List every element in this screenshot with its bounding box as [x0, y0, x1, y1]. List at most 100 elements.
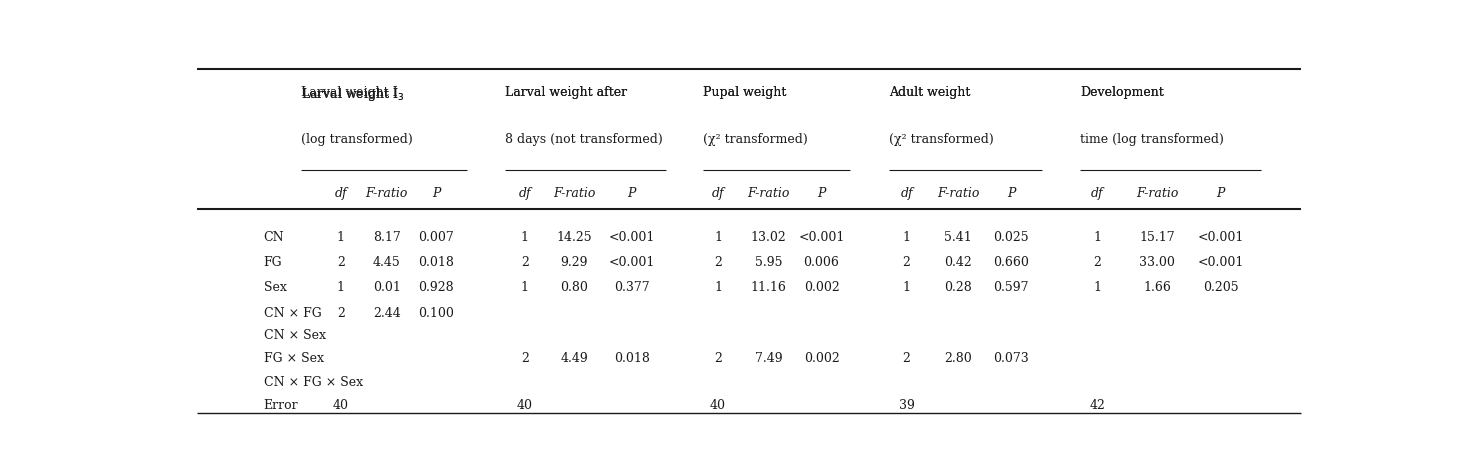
Text: 1: 1 [714, 281, 723, 294]
Text: Adult weight: Adult weight [889, 86, 971, 98]
Text: P: P [432, 187, 441, 200]
Text: 0.018: 0.018 [614, 352, 650, 365]
Text: Larval weight after: Larval weight after [505, 86, 628, 98]
Text: 0.073: 0.073 [993, 352, 1028, 365]
Text: 2: 2 [902, 352, 911, 365]
Text: 1: 1 [714, 231, 723, 244]
Text: 1: 1 [521, 281, 528, 294]
Text: df: df [901, 187, 913, 200]
Text: 33.00: 33.00 [1140, 256, 1175, 269]
Text: 0.597: 0.597 [993, 281, 1028, 294]
Text: 2: 2 [521, 352, 528, 365]
Text: P: P [1008, 187, 1015, 200]
Text: FG × Sex: FG × Sex [264, 352, 324, 365]
Text: P: P [818, 187, 825, 200]
Text: 1: 1 [902, 281, 911, 294]
Text: Development: Development [1080, 86, 1163, 98]
Text: F-ratio: F-ratio [554, 187, 595, 200]
Text: Pupal weight: Pupal weight [703, 86, 787, 98]
Text: <0.001: <0.001 [1198, 256, 1244, 269]
Text: Development: Development [1080, 86, 1163, 98]
Text: 40: 40 [516, 399, 533, 412]
Text: 2: 2 [337, 256, 344, 269]
Text: 0.660: 0.660 [993, 256, 1030, 269]
Text: Larval weight I$_{3}$: Larval weight I$_{3}$ [300, 86, 404, 103]
Text: 1: 1 [337, 231, 344, 244]
Text: F-ratio: F-ratio [748, 187, 789, 200]
Text: F-ratio: F-ratio [938, 187, 979, 200]
Text: (log transformed): (log transformed) [300, 133, 413, 146]
Text: 2: 2 [714, 256, 721, 269]
Text: df: df [1091, 187, 1104, 200]
Text: 39: 39 [899, 399, 914, 412]
Text: CN: CN [264, 231, 285, 244]
Text: 9.29: 9.29 [561, 256, 588, 269]
Text: 1: 1 [1094, 231, 1101, 244]
Text: 2: 2 [337, 307, 344, 320]
Text: 0.100: 0.100 [418, 307, 454, 320]
Text: 2: 2 [1094, 256, 1101, 269]
Text: 2: 2 [521, 256, 528, 269]
Text: 1: 1 [521, 231, 528, 244]
Text: 0.28: 0.28 [944, 281, 972, 294]
Text: <0.001: <0.001 [608, 231, 654, 244]
Text: 0.018: 0.018 [418, 256, 454, 269]
Text: 1: 1 [337, 281, 344, 294]
Text: 1: 1 [902, 231, 911, 244]
Text: 42: 42 [1089, 399, 1106, 412]
Text: 0.42: 0.42 [944, 256, 972, 269]
Text: 5.41: 5.41 [944, 231, 972, 244]
Text: FG: FG [264, 256, 282, 269]
Text: 2: 2 [714, 352, 721, 365]
Text: 13.02: 13.02 [751, 231, 787, 244]
Text: 1.66: 1.66 [1143, 281, 1171, 294]
Text: 2: 2 [902, 256, 911, 269]
Text: 8 days (not transformed): 8 days (not transformed) [505, 133, 663, 146]
Text: F-ratio: F-ratio [1137, 187, 1178, 200]
Text: 40: 40 [709, 399, 726, 412]
Text: CN × Sex: CN × Sex [264, 329, 325, 341]
Text: (χ² transformed): (χ² transformed) [889, 133, 994, 146]
Text: Larval weight after: Larval weight after [505, 86, 628, 98]
Text: <0.001: <0.001 [798, 231, 844, 244]
Text: 0.007: 0.007 [418, 231, 454, 244]
Text: CN × FG: CN × FG [264, 307, 322, 320]
Text: 1: 1 [1094, 281, 1101, 294]
Text: 0.025: 0.025 [993, 231, 1028, 244]
Text: P: P [628, 187, 637, 200]
Text: Error: Error [264, 399, 298, 412]
Text: P: P [1217, 187, 1224, 200]
Text: 0.377: 0.377 [614, 281, 650, 294]
Text: 5.95: 5.95 [755, 256, 782, 269]
Text: 0.928: 0.928 [418, 281, 454, 294]
Text: 0.80: 0.80 [561, 281, 588, 294]
Text: CN × FG × Sex: CN × FG × Sex [264, 376, 362, 389]
Text: df: df [334, 187, 347, 200]
Text: F-ratio: F-ratio [365, 187, 408, 200]
Text: 0.006: 0.006 [803, 256, 840, 269]
Text: 15.17: 15.17 [1140, 231, 1175, 244]
Text: Pupal weight: Pupal weight [703, 86, 787, 98]
Text: 0.01: 0.01 [372, 281, 401, 294]
Text: 0.205: 0.205 [1202, 281, 1239, 294]
Text: Adult weight: Adult weight [889, 86, 971, 98]
Text: df: df [712, 187, 724, 200]
Text: 2.44: 2.44 [372, 307, 401, 320]
Text: Larval weight I: Larval weight I [300, 86, 398, 98]
Text: Larval weight I$_{3}$: Larval weight I$_{3}$ [300, 86, 404, 103]
Text: 0.002: 0.002 [804, 281, 840, 294]
Text: time (log transformed): time (log transformed) [1080, 133, 1224, 146]
Text: 4.49: 4.49 [561, 352, 588, 365]
Text: (χ² transformed): (χ² transformed) [703, 133, 807, 146]
Text: 4.45: 4.45 [372, 256, 401, 269]
Text: 11.16: 11.16 [751, 281, 787, 294]
Text: 2.80: 2.80 [944, 352, 972, 365]
Text: Sex: Sex [264, 281, 286, 294]
Text: <0.001: <0.001 [608, 256, 654, 269]
Text: 14.25: 14.25 [556, 231, 592, 244]
Text: 0.002: 0.002 [804, 352, 840, 365]
Text: <0.001: <0.001 [1198, 231, 1244, 244]
Text: df: df [518, 187, 531, 200]
Text: 7.49: 7.49 [755, 352, 782, 365]
Text: 40: 40 [332, 399, 349, 412]
